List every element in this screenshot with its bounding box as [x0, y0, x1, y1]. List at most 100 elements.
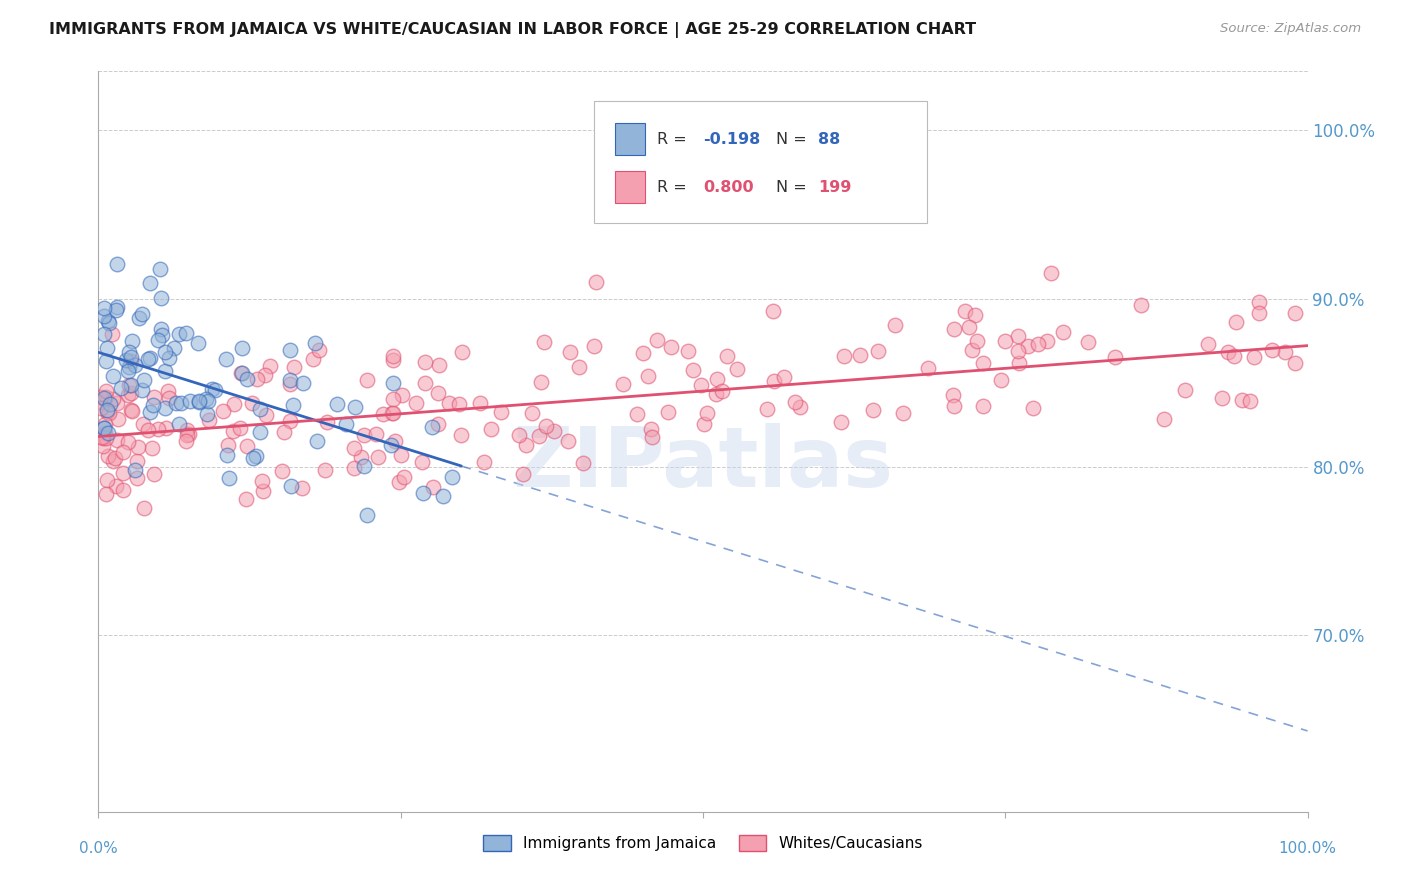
Point	[120, 403, 142, 417]
Point	[1104, 350, 1126, 364]
Text: N =: N =	[776, 132, 811, 146]
Point	[240, 396, 263, 410]
Point	[246, 371, 269, 385]
Point	[96, 486, 118, 500]
Point	[231, 366, 253, 380]
Point	[447, 397, 470, 411]
Point	[437, 396, 460, 410]
Point	[1249, 306, 1271, 320]
Point	[198, 413, 221, 427]
Point	[990, 373, 1012, 387]
Point	[356, 508, 378, 523]
Point	[405, 396, 427, 410]
Point	[427, 417, 450, 431]
FancyBboxPatch shape	[614, 123, 645, 155]
Point	[101, 392, 124, 407]
Point	[273, 425, 295, 439]
Point	[142, 398, 165, 412]
Point	[121, 334, 143, 349]
Point	[917, 361, 939, 376]
Point	[292, 376, 315, 390]
Point	[427, 358, 450, 372]
Point	[204, 383, 226, 397]
Point	[118, 360, 141, 375]
Point	[301, 351, 323, 366]
Point	[356, 373, 378, 387]
Text: 100.0%: 100.0%	[1278, 841, 1337, 856]
Text: 199: 199	[818, 180, 851, 194]
Point	[1036, 334, 1059, 349]
Point	[866, 343, 889, 358]
Point	[441, 470, 464, 484]
Point	[380, 438, 402, 452]
Point	[229, 421, 252, 435]
Point	[105, 301, 128, 315]
Point	[412, 486, 434, 500]
Point	[953, 304, 976, 318]
Point	[382, 376, 405, 391]
Point	[530, 375, 553, 389]
Point	[141, 441, 163, 455]
Point	[94, 390, 117, 404]
Text: IMMIGRANTS FROM JAMAICA VS WHITE/CAUCASIAN IN LABOR FORCE | AGE 25-29 CORRELATIO: IMMIGRANTS FROM JAMAICA VS WHITE/CAUCASI…	[49, 22, 976, 38]
Point	[121, 354, 143, 368]
Point	[105, 396, 128, 410]
Point	[762, 304, 785, 318]
Point	[187, 336, 209, 351]
Text: 88: 88	[818, 132, 841, 146]
Point	[704, 387, 727, 401]
Point	[832, 349, 855, 363]
Point	[631, 346, 654, 360]
Point	[100, 397, 122, 411]
Point	[132, 417, 155, 431]
Point	[657, 405, 679, 419]
Point	[1077, 334, 1099, 349]
Point	[117, 388, 139, 402]
Point	[93, 309, 115, 323]
Point	[391, 388, 413, 402]
Point	[91, 431, 114, 445]
Point	[155, 401, 177, 415]
Point	[174, 326, 197, 341]
Point	[1153, 412, 1175, 426]
Point	[101, 454, 124, 468]
Point	[231, 341, 253, 355]
Point	[236, 372, 259, 386]
Point	[1211, 391, 1233, 405]
Point	[150, 291, 173, 305]
Point	[1130, 298, 1153, 312]
Point	[177, 427, 200, 442]
Point	[252, 484, 274, 499]
Point	[96, 405, 118, 419]
Point	[125, 471, 148, 485]
Point	[583, 339, 606, 353]
Point	[326, 397, 349, 411]
Point	[157, 384, 180, 398]
Point	[131, 383, 153, 397]
Point	[1232, 393, 1254, 408]
Point	[972, 399, 994, 413]
FancyBboxPatch shape	[614, 171, 645, 203]
Point	[1260, 343, 1282, 357]
Point	[249, 402, 271, 417]
Point	[101, 326, 124, 341]
Point	[1017, 339, 1039, 353]
Point	[134, 501, 156, 516]
Point	[305, 434, 328, 449]
Point	[884, 318, 907, 332]
Point	[211, 404, 233, 418]
Point	[165, 396, 187, 410]
Point	[392, 470, 415, 484]
Point	[381, 406, 404, 420]
Point	[278, 343, 301, 358]
Point	[128, 310, 150, 325]
Point	[422, 480, 444, 494]
Point	[344, 400, 367, 414]
Point	[848, 347, 870, 361]
Point	[308, 343, 330, 358]
Point	[371, 407, 394, 421]
Point	[966, 334, 988, 348]
Point	[188, 395, 211, 409]
Point	[107, 257, 129, 271]
Text: Source: ZipAtlas.com: Source: ZipAtlas.com	[1220, 22, 1361, 36]
